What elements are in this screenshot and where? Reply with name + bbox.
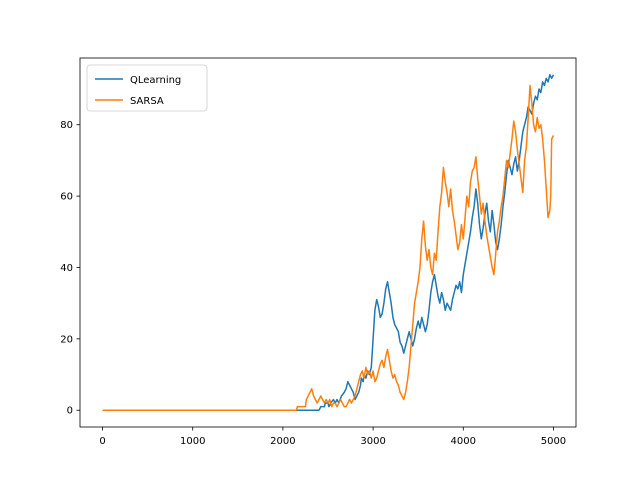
x-tick-label: 2000	[270, 436, 295, 447]
y-tick-label: 60	[60, 192, 73, 203]
x-tick-label: 0	[99, 436, 105, 447]
y-tick-label: 80	[60, 120, 73, 131]
x-tick-label: 1000	[180, 436, 205, 447]
x-tick-label: 4000	[451, 436, 476, 447]
x-tick-label: 3000	[360, 436, 385, 447]
y-tick-label: 0	[67, 406, 73, 417]
legend-label-sarsa: SARSA	[130, 96, 164, 107]
series-layer	[102, 74, 555, 411]
x-axis-ticks: 0 1000 2000 3000 4000 5000	[99, 427, 566, 447]
axes-frame	[79, 57, 577, 428]
legend-label-qlearning: QLearning	[130, 75, 181, 86]
series-line-qlearning	[102, 74, 555, 411]
x-tick-label: 5000	[541, 436, 566, 447]
legend: QLearning SARSA	[86, 64, 208, 112]
y-tick-label: 40	[60, 263, 73, 274]
series-line-sarsa	[102, 84, 555, 411]
y-axis-ticks: 0 20 40 60 80	[60, 120, 80, 417]
y-tick-label: 20	[60, 334, 73, 345]
